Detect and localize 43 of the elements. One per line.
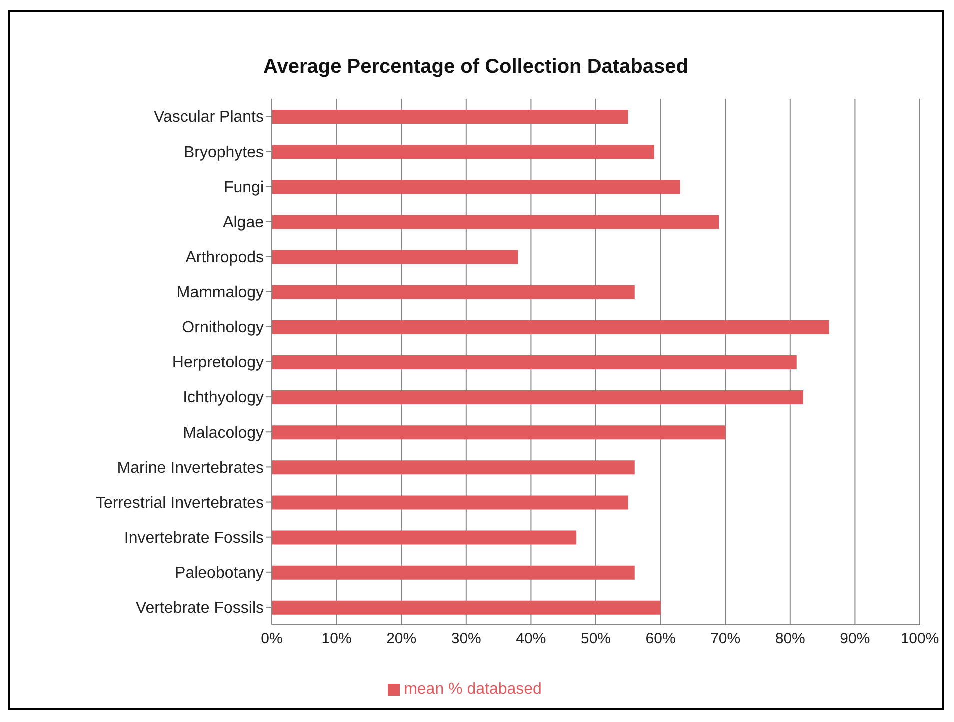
bar [272,460,635,475]
x-tick-label: 100% [900,630,940,648]
y-tick-label: Malacology [183,424,264,442]
x-tick-label: 30% [451,630,482,648]
x-tick-label: 60% [646,630,676,648]
y-tick-label: Paleobotany [175,565,264,582]
bar [272,566,635,580]
y-tick-label: Herpretology [172,354,264,372]
y-tick-label: Ornithology [182,320,264,337]
y-tick-label: Algae [223,214,264,232]
y-tick-label: Marine Invertebrates [117,460,264,477]
bar [272,426,726,440]
y-tick-label: Ichthyology [183,390,264,407]
bar [272,110,628,124]
bar [272,285,635,300]
bar [272,180,680,194]
x-tick-label: 0% [261,630,283,648]
bar [272,530,577,545]
legend-label: mean % databased [404,681,542,698]
x-tick-label: 40% [516,630,546,648]
x-tick-label: 10% [322,630,352,648]
x-tick-label: 90% [840,630,870,648]
x-tick-label: 50% [580,630,612,648]
y-tick-label: Vascular Plants [154,109,264,126]
bar [272,390,804,405]
bar [272,215,720,230]
y-tick-label: Vertebrate Fossils [136,600,264,618]
bar [272,496,628,510]
bar [272,600,661,615]
x-tick-label: 80% [775,630,806,648]
y-tick-label: Bryophytes [184,144,264,162]
bar [272,355,797,370]
y-tick-label: Arthropods [186,249,264,266]
bar [272,250,518,264]
y-tick-label: Terrestrial Invertebrates [96,494,264,512]
y-tick-label: Fungi [224,179,264,196]
x-tick-label: 70% [710,630,741,648]
bar [272,320,830,334]
chart-title: Average Percentage of Collection Databased [262,55,690,80]
y-tick-label: Invertebrate Fossils [124,530,264,548]
x-tick-label: 20% [386,630,417,648]
bar [272,145,654,160]
y-tick-label: Mammalogy [176,284,264,302]
